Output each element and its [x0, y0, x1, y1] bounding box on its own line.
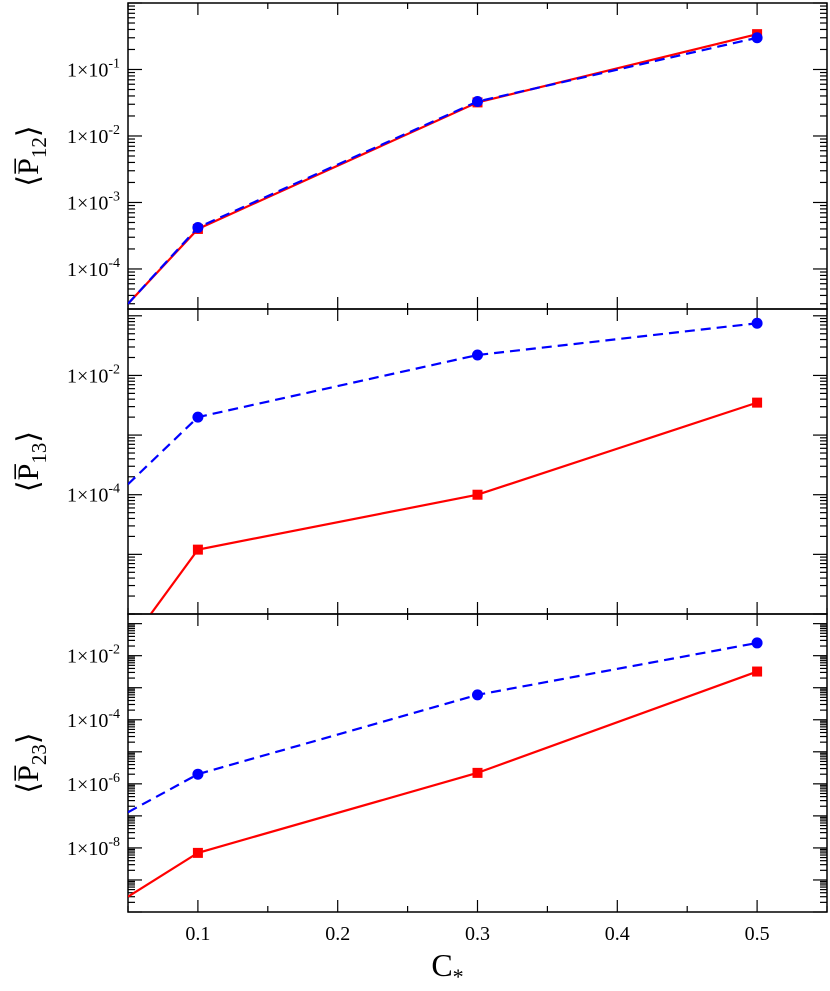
- series-line-blue: [128, 641, 758, 814]
- data-point-circle: [751, 637, 763, 649]
- data-point-square: [752, 397, 763, 408]
- y-tick-label: 1×10-3: [67, 189, 120, 214]
- y-tick-label: 1×10-4: [67, 256, 120, 281]
- svg-text:⟨P̅12⟩: ⟨P̅12⟩: [12, 125, 51, 186]
- y-axis-label: ⟨P̅23⟩: [12, 732, 51, 793]
- data-area: [128, 29, 763, 305]
- data-point-square: [192, 544, 203, 555]
- svg-text:⟨P̅23⟩: ⟨P̅23⟩: [12, 732, 51, 793]
- data-point-circle: [472, 689, 483, 701]
- panel-1: 1×10-1 1×10-2 1×10-3 1×10-4 ⟨P̅12⟩: [12, 2, 828, 310]
- data-point-square: [472, 767, 483, 778]
- data-point-circle: [472, 96, 483, 108]
- data-point-square: [752, 666, 763, 677]
- data-point-square: [192, 847, 203, 858]
- data-point-circle: [751, 317, 763, 329]
- series-line-blue: [128, 36, 758, 305]
- data-point-circle: [192, 768, 204, 780]
- y-tick-label: 1×10-8: [67, 835, 120, 860]
- y-tick-label: 1×10-6: [67, 771, 120, 796]
- y-tick-label: 1×10-2: [67, 123, 120, 148]
- x-tick-label: 0.5: [745, 923, 770, 945]
- panel-3: 1×10-2 1×10-4 1×10-6 1×10-8 0.1 0.2 0.3 0.4 0.5 ⟨…: [12, 613, 828, 989]
- y-tick-label: 1×10-4: [67, 707, 120, 732]
- plot-frame: [127, 2, 828, 310]
- data-area: [128, 637, 763, 898]
- series-line-red: [128, 33, 758, 305]
- data-point-circle: [472, 349, 483, 361]
- data-area: [128, 317, 763, 614]
- svg-text:⟨P̅13⟩: ⟨P̅13⟩: [12, 431, 51, 492]
- x-axis-label: C*: [431, 947, 463, 989]
- series-line-red: [149, 401, 758, 614]
- data-point-circle: [192, 411, 204, 423]
- y-tick-label: 1×10-1: [67, 56, 120, 81]
- y-tick-label: 1×10-4: [67, 482, 120, 507]
- data-point-circle: [192, 222, 204, 234]
- y-axis-label: ⟨P̅12⟩: [12, 125, 51, 186]
- data-point-circle: [751, 32, 763, 44]
- data-point-square: [472, 489, 483, 500]
- y-axis-label: ⟨P̅13⟩: [12, 431, 51, 492]
- series-line-red: [128, 670, 758, 898]
- x-tick-label: 0.2: [325, 923, 350, 945]
- plot-frame: [127, 613, 828, 913]
- y-tick-label: 1×10-2: [67, 643, 120, 668]
- x-tick-label: 0.1: [185, 923, 210, 945]
- y-tick-label: 1×10-2: [67, 362, 120, 387]
- x-tick-label: 0.4: [605, 923, 630, 945]
- panel-2: 1×10-2 1×10-4 ⟨P̅13⟩: [12, 308, 828, 615]
- x-tick-label: 0.3: [465, 923, 490, 945]
- series-line-blue: [128, 322, 758, 486]
